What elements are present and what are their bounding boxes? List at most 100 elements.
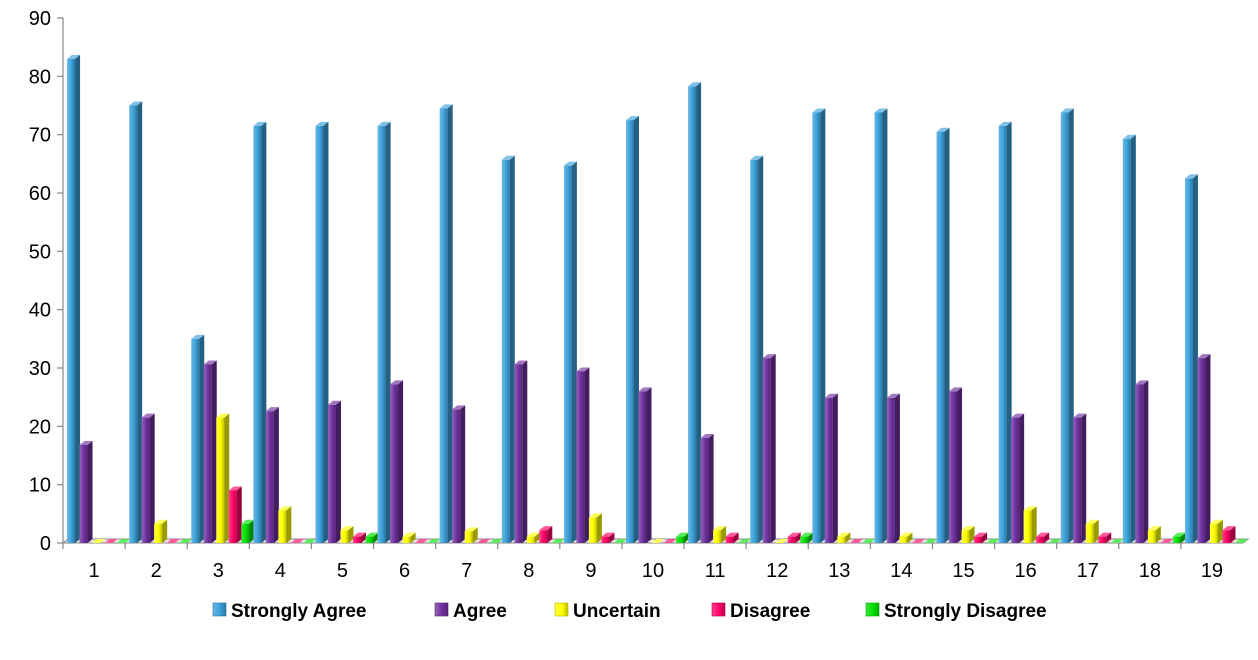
bar-top xyxy=(526,532,540,537)
x-tick-label: 2 xyxy=(151,560,162,582)
bar-disagree xyxy=(1160,539,1174,543)
bar-agree xyxy=(514,360,528,543)
bar-front xyxy=(315,125,324,544)
bar-front xyxy=(886,397,895,543)
bar-top xyxy=(1023,506,1037,511)
bar-agree xyxy=(576,367,590,543)
bar-side xyxy=(534,532,540,543)
bar-top xyxy=(464,527,478,532)
bar-uncertain xyxy=(402,532,416,543)
bar-top xyxy=(390,380,404,385)
bar-front xyxy=(1172,536,1181,543)
bar-top xyxy=(290,539,304,543)
bar-side xyxy=(584,367,590,543)
bar-side xyxy=(398,380,404,543)
bars xyxy=(67,54,1248,544)
bar-top xyxy=(949,387,963,392)
bar-side xyxy=(944,127,950,543)
y-tick-label: 10 xyxy=(29,475,51,497)
bar-side xyxy=(1192,174,1198,543)
bar-side xyxy=(1081,413,1087,543)
bar-top xyxy=(427,539,441,543)
bar-top xyxy=(1184,174,1198,179)
bar-side xyxy=(907,532,913,543)
bar-side xyxy=(894,393,900,543)
bar-agree xyxy=(949,387,963,543)
bar-top xyxy=(775,539,789,543)
bar-top xyxy=(1122,134,1136,139)
x-tick-label: 11 xyxy=(705,560,726,582)
bar-strongly-agree xyxy=(626,116,639,543)
bar-disagree xyxy=(974,532,988,543)
bar-agree xyxy=(1197,354,1211,543)
bar-strongly-agree xyxy=(377,121,391,544)
bar-side xyxy=(982,532,988,543)
bar-strongly-agree xyxy=(315,121,329,544)
bar-strongly-disagree xyxy=(1172,532,1186,543)
bar-top xyxy=(800,532,814,537)
bar-side xyxy=(149,413,155,543)
bar-side xyxy=(547,526,553,543)
bar-side xyxy=(1106,532,1112,543)
bar-top xyxy=(738,539,752,543)
bar-front xyxy=(601,536,610,543)
bar-front xyxy=(228,490,237,543)
bar-top xyxy=(352,532,366,537)
legend-label: Strongly Agree xyxy=(231,601,367,622)
bar-side xyxy=(162,519,168,543)
bar-side xyxy=(1155,526,1161,543)
y-tick-label: 0 xyxy=(40,533,51,555)
bar-top xyxy=(911,539,925,543)
bar-side xyxy=(1217,519,1223,543)
bar-front xyxy=(241,523,250,543)
bar-top xyxy=(179,539,193,543)
bar-disagree xyxy=(787,532,801,543)
bar-strongly-disagree xyxy=(986,539,1000,543)
bar-disagree xyxy=(415,539,429,543)
bar-side xyxy=(472,527,478,543)
bar-top xyxy=(849,539,863,543)
bar-strongly-disagree xyxy=(241,519,255,543)
bar-side xyxy=(360,532,366,543)
bar-side xyxy=(199,334,205,543)
bar-strongly-disagree xyxy=(613,539,627,543)
bar-agree xyxy=(79,441,93,543)
bar-top xyxy=(1048,539,1062,543)
bar-side xyxy=(87,441,93,543)
bar-uncertain xyxy=(961,526,975,543)
bar-top xyxy=(1209,519,1223,524)
bar-front xyxy=(377,125,386,544)
bar-strongly-agree xyxy=(874,108,888,543)
bar-side xyxy=(211,360,217,543)
bar-front xyxy=(1085,523,1094,543)
bar-top xyxy=(489,539,503,543)
bar-side xyxy=(1205,354,1211,543)
bar-front xyxy=(327,404,336,543)
legend-label: Strongly Disagree xyxy=(884,601,1047,622)
x-tick-label: 14 xyxy=(890,560,912,582)
bar-top xyxy=(1060,108,1074,113)
bar-agree xyxy=(824,393,838,543)
bar-front xyxy=(638,391,647,543)
bar-agree xyxy=(886,393,900,543)
x-tick-label: 7 xyxy=(461,560,472,582)
bar-side xyxy=(522,360,528,543)
legend-swatch xyxy=(711,602,726,617)
bar-strongly-agree xyxy=(191,334,205,543)
bar-front xyxy=(961,530,970,543)
bar-side xyxy=(758,155,764,543)
bar-top xyxy=(700,434,714,438)
bar-side xyxy=(708,434,714,543)
bar-strongly-disagree xyxy=(365,532,379,543)
bar-top xyxy=(936,127,950,132)
x-tick-label: 15 xyxy=(952,560,974,582)
bar-side xyxy=(236,486,242,543)
bar-strongly-agree xyxy=(750,155,764,543)
bar-side xyxy=(795,532,801,543)
bar-side xyxy=(845,532,851,543)
bar-side xyxy=(684,532,689,543)
y-tick-label: 90 xyxy=(29,8,51,30)
bar-uncertain xyxy=(588,513,602,543)
bar-front xyxy=(390,384,399,543)
bar-strongly-disagree xyxy=(489,539,503,543)
